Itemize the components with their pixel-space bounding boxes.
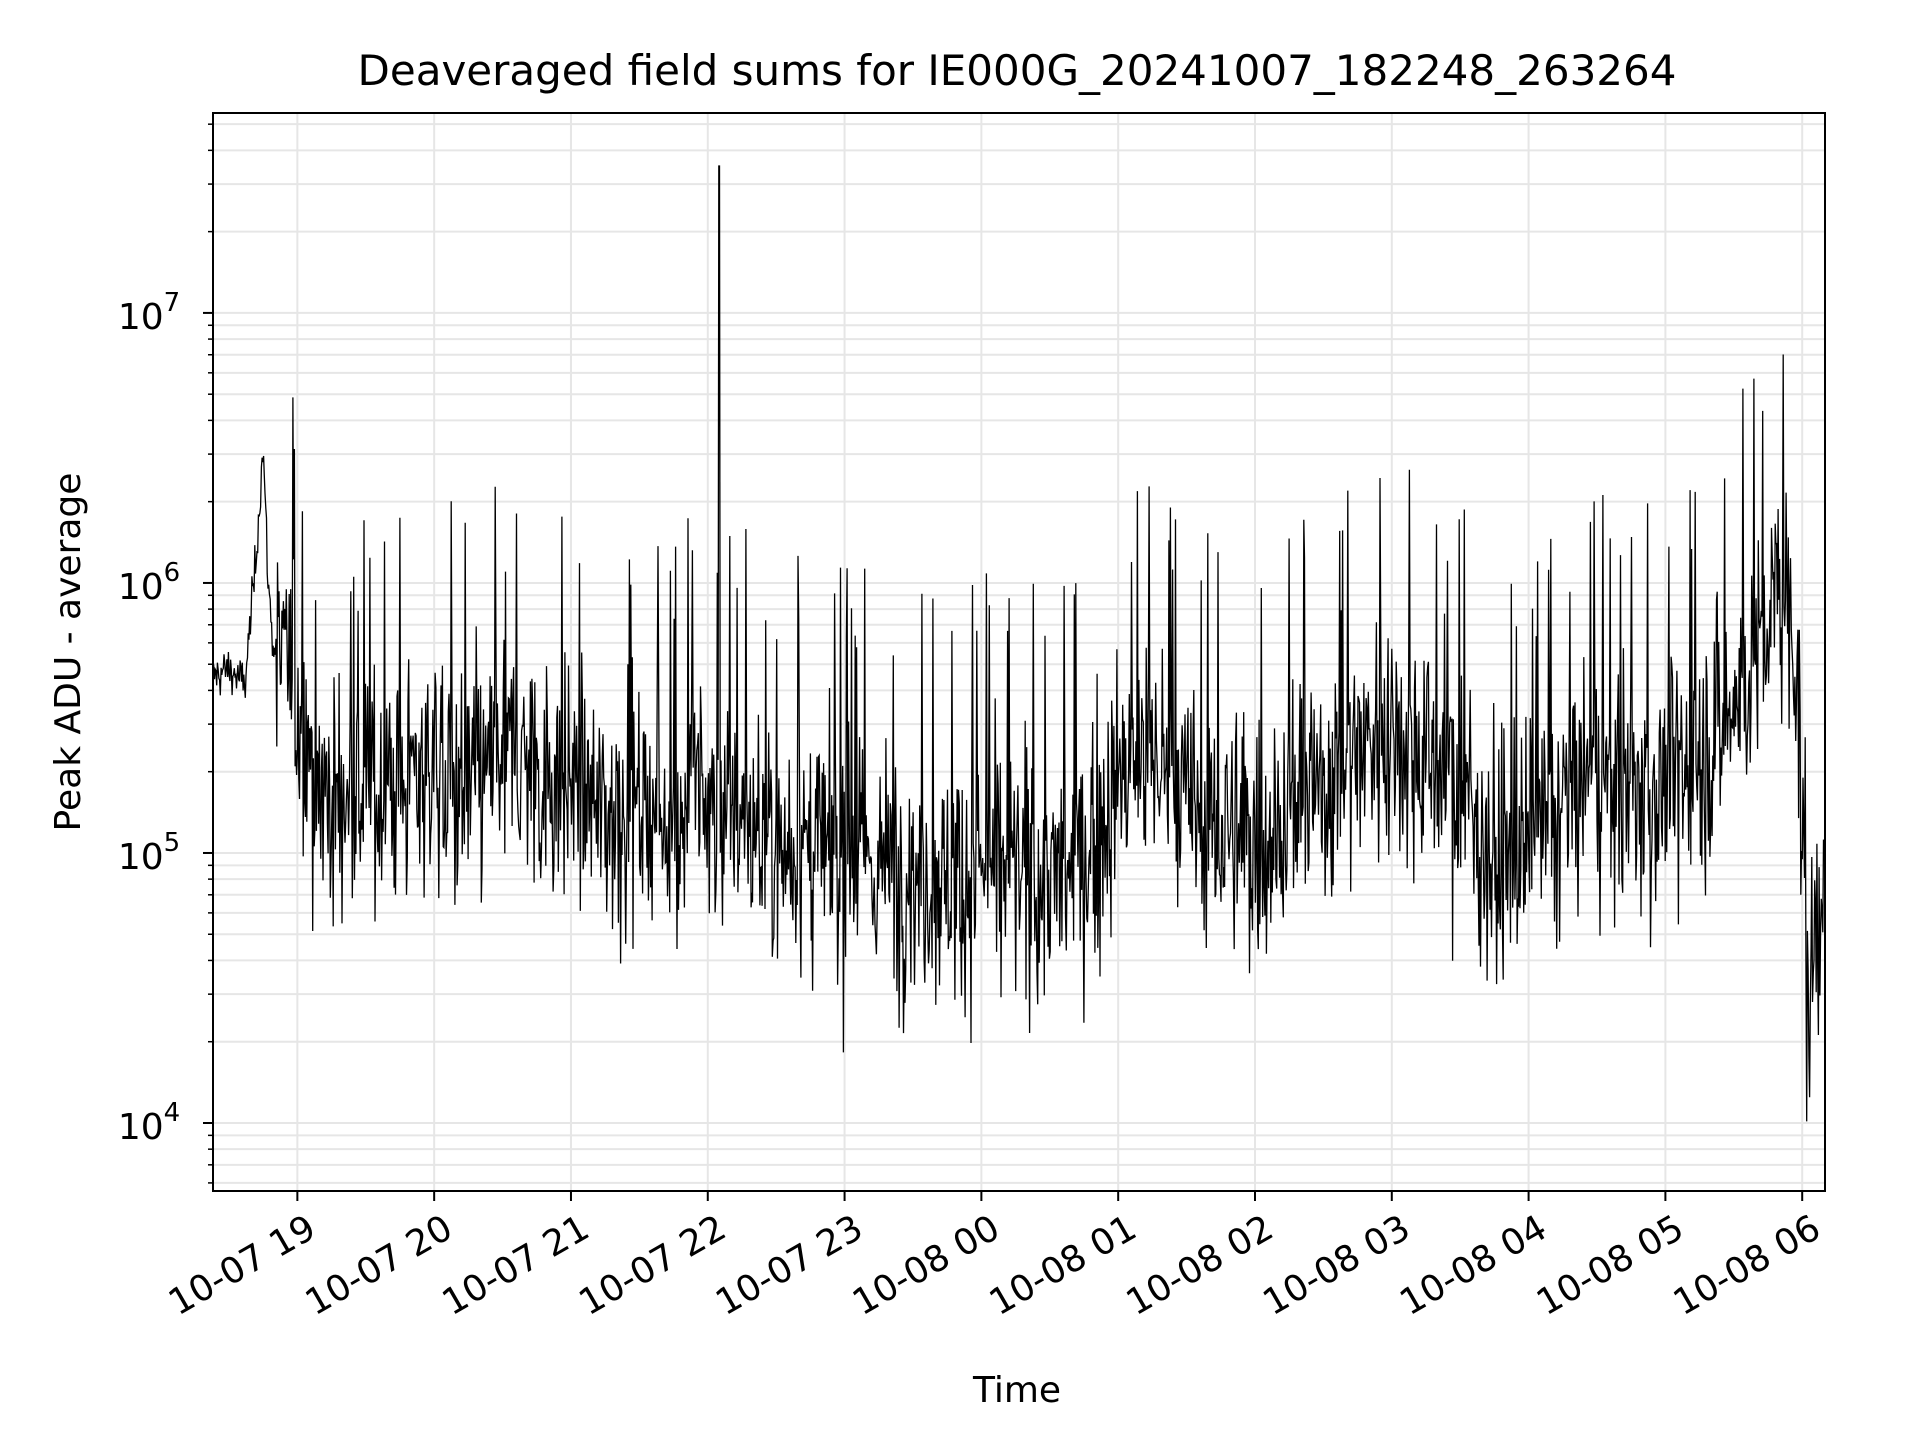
y-axis-label: Peak ADU - average	[48, 473, 89, 832]
series-line	[212, 165, 1826, 1122]
y-tick-exponent: 6	[164, 558, 181, 588]
y-tick-exponent: 5	[164, 828, 181, 858]
y-tick-exponent: 4	[164, 1098, 181, 1128]
y-tick-base: 10	[118, 1107, 164, 1148]
y-tick-base: 10	[118, 567, 164, 608]
y-tick-base: 10	[118, 297, 164, 338]
y-tick-label: 105	[118, 828, 180, 878]
y-tick-base: 10	[118, 837, 164, 878]
y-tick-label: 106	[118, 558, 180, 608]
y-tick-exponent: 7	[164, 288, 181, 318]
y-tick-label: 104	[118, 1098, 180, 1148]
y-tick-label: 107	[118, 288, 180, 338]
chart-title: Deaveraged field sums for IE000G_2024100…	[358, 46, 1677, 95]
series-layer	[212, 165, 1826, 1122]
x-axis-label: Time	[972, 1370, 1061, 1411]
plot-frame	[212, 112, 1826, 1192]
